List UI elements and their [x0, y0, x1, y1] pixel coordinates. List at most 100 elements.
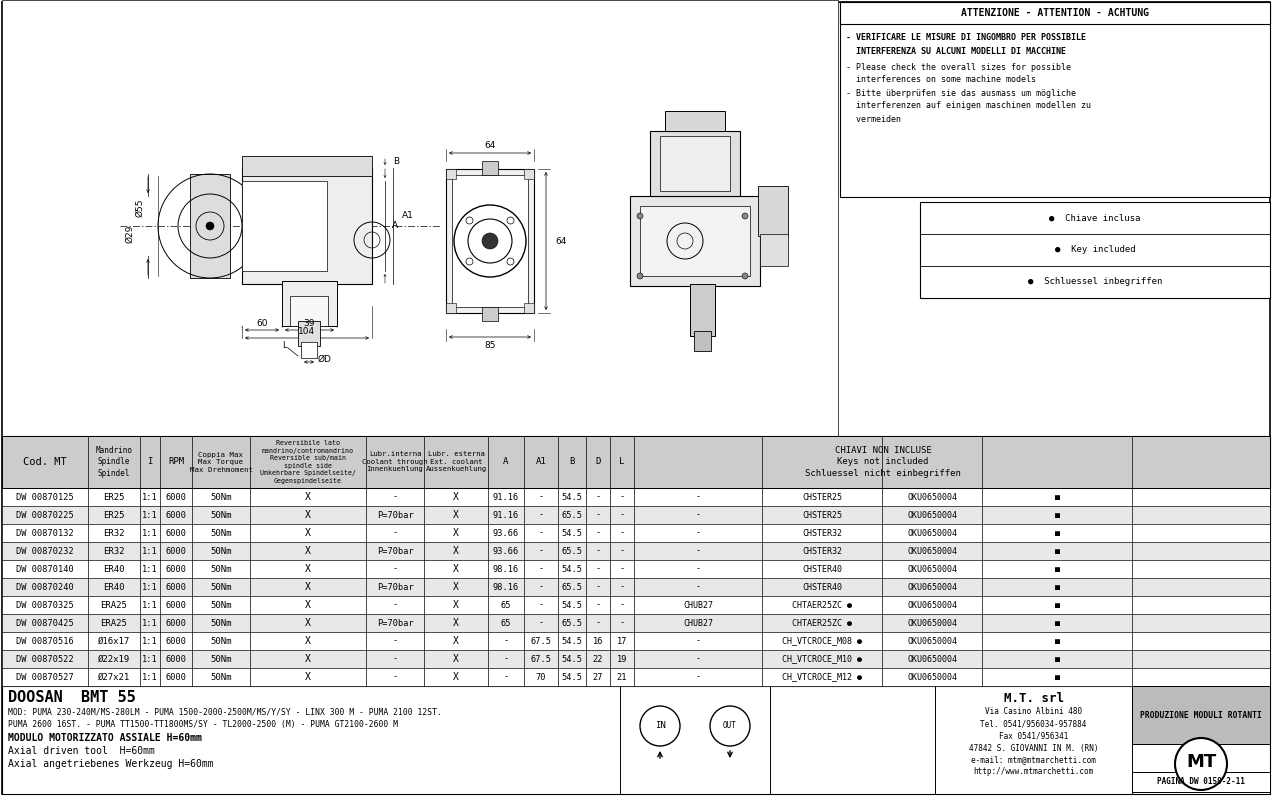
Text: vermeiden: vermeiden [846, 115, 901, 123]
Text: DW 00870232: DW 00870232 [17, 547, 74, 556]
Text: X: X [305, 654, 310, 664]
Text: X: X [305, 492, 310, 502]
Text: 54.5: 54.5 [561, 654, 583, 664]
Bar [242, 168, 371, 284]
Text: DOOSAN  BMT 55: DOOSAN BMT 55 [8, 690, 136, 705]
Text: 50Nm: 50Nm [210, 654, 232, 664]
Text: 85: 85 [485, 341, 496, 349]
Text: OKU0650004: OKU0650004 [907, 547, 957, 556]
Text: -: - [619, 510, 625, 520]
Bar [301, 342, 317, 358]
Text: DW 00870125: DW 00870125 [17, 493, 74, 501]
Text: OKU0650004: OKU0650004 [907, 673, 957, 681]
Text: -: - [595, 493, 600, 501]
Text: -: - [595, 510, 600, 520]
Text: ■: ■ [1054, 510, 1060, 520]
Bar [920, 202, 1269, 298]
Bar [524, 169, 534, 179]
Text: A1: A1 [402, 212, 413, 220]
Text: X: X [453, 492, 459, 502]
Text: P=70bar: P=70bar [377, 547, 413, 556]
Text: CH_VTCROCE_M12 ●: CH_VTCROCE_M12 ● [782, 673, 862, 681]
Bar [282, 281, 337, 326]
Text: OKU0650004: OKU0650004 [907, 654, 957, 664]
Text: OUT: OUT [722, 721, 736, 731]
Text: CH_VTCROCE_M08 ●: CH_VTCROCE_M08 ● [782, 637, 862, 646]
Bar [3, 650, 1269, 668]
Bar [3, 668, 1269, 686]
Bar [695, 331, 711, 351]
Text: 104: 104 [299, 327, 315, 337]
Bar [758, 186, 787, 236]
Text: ERA25: ERA25 [100, 600, 127, 610]
Bar [446, 303, 455, 313]
Bar [840, 2, 1269, 197]
Text: CHUB27: CHUB27 [683, 600, 714, 610]
Text: P=70bar: P=70bar [377, 510, 413, 520]
Text: INTERFERENZA SU ALCUNI MODELLI DI MACCHINE: INTERFERENZA SU ALCUNI MODELLI DI MACCHI… [846, 46, 1066, 56]
Text: 54.5: 54.5 [561, 673, 583, 681]
Text: 54.5: 54.5 [561, 600, 583, 610]
Text: OKU0650004: OKU0650004 [907, 583, 957, 591]
Text: X: X [453, 510, 459, 520]
Text: 50Nm: 50Nm [210, 618, 232, 627]
Bar [290, 296, 328, 326]
Text: 54.5: 54.5 [561, 493, 583, 501]
Bar [665, 111, 725, 131]
Text: CHSTER32: CHSTER32 [803, 547, 842, 556]
Text: ER32: ER32 [103, 547, 125, 556]
Text: 65.5: 65.5 [561, 547, 583, 556]
Text: 6000: 6000 [165, 529, 187, 537]
Bar [630, 196, 759, 286]
Text: OKU0650004: OKU0650004 [907, 493, 957, 501]
Text: ER40: ER40 [103, 583, 125, 591]
Bar [242, 156, 371, 176]
Text: Coppia Max
Max Torque
Max Drehmoment: Coppia Max Max Torque Max Drehmoment [190, 451, 253, 473]
Text: OKU0650004: OKU0650004 [907, 529, 957, 537]
Text: Reversibile lato
mandrino/contromandrino
Reversible sub/main
spindle side
Umkehr: Reversibile lato mandrino/contromandrino… [259, 440, 356, 484]
Text: -: - [392, 493, 398, 501]
Text: MODULO MOTORIZZATO ASSIALE H=60mm: MODULO MOTORIZZATO ASSIALE H=60mm [8, 733, 202, 743]
Text: -: - [619, 618, 625, 627]
Bar [3, 578, 1269, 596]
Text: DW 00870516: DW 00870516 [17, 637, 74, 646]
Text: OKU0650004: OKU0650004 [907, 600, 957, 610]
Text: -: - [696, 510, 701, 520]
Text: 67.5: 67.5 [530, 637, 552, 646]
Text: ●  Schluessel inbegriffen: ● Schluessel inbegriffen [1028, 278, 1163, 287]
Text: OKU0650004: OKU0650004 [907, 510, 957, 520]
Bar [446, 169, 455, 179]
Text: 50Nm: 50Nm [210, 564, 232, 573]
Text: -: - [619, 583, 625, 591]
Text: 17: 17 [617, 637, 627, 646]
Text: 98.16: 98.16 [492, 564, 519, 573]
Text: X: X [305, 636, 310, 646]
Text: ■: ■ [1054, 547, 1060, 556]
Bar [3, 596, 1269, 614]
Text: -: - [696, 583, 701, 591]
Bar [3, 542, 1269, 560]
Text: 39: 39 [304, 319, 315, 329]
Text: 54.5: 54.5 [561, 637, 583, 646]
Text: -: - [504, 654, 509, 664]
Circle shape [637, 213, 644, 219]
Text: P=70bar: P=70bar [377, 583, 413, 591]
Circle shape [482, 233, 499, 249]
Text: A1: A1 [536, 458, 547, 466]
Text: 98.16: 98.16 [492, 583, 519, 591]
Text: A: A [392, 221, 398, 231]
Text: X: X [453, 582, 459, 592]
Text: 6000: 6000 [165, 583, 187, 591]
Text: -: - [696, 529, 701, 537]
Text: -: - [595, 547, 600, 556]
Text: Ø22x19: Ø22x19 [98, 654, 130, 664]
Text: -: - [696, 547, 701, 556]
Text: -: - [504, 637, 509, 646]
Text: DW 00870140: DW 00870140 [17, 564, 74, 573]
Text: X: X [305, 528, 310, 538]
Text: 19: 19 [617, 654, 627, 664]
Text: L: L [619, 458, 625, 466]
Text: -: - [538, 529, 543, 537]
Text: ■: ■ [1054, 583, 1060, 591]
Circle shape [637, 273, 644, 279]
